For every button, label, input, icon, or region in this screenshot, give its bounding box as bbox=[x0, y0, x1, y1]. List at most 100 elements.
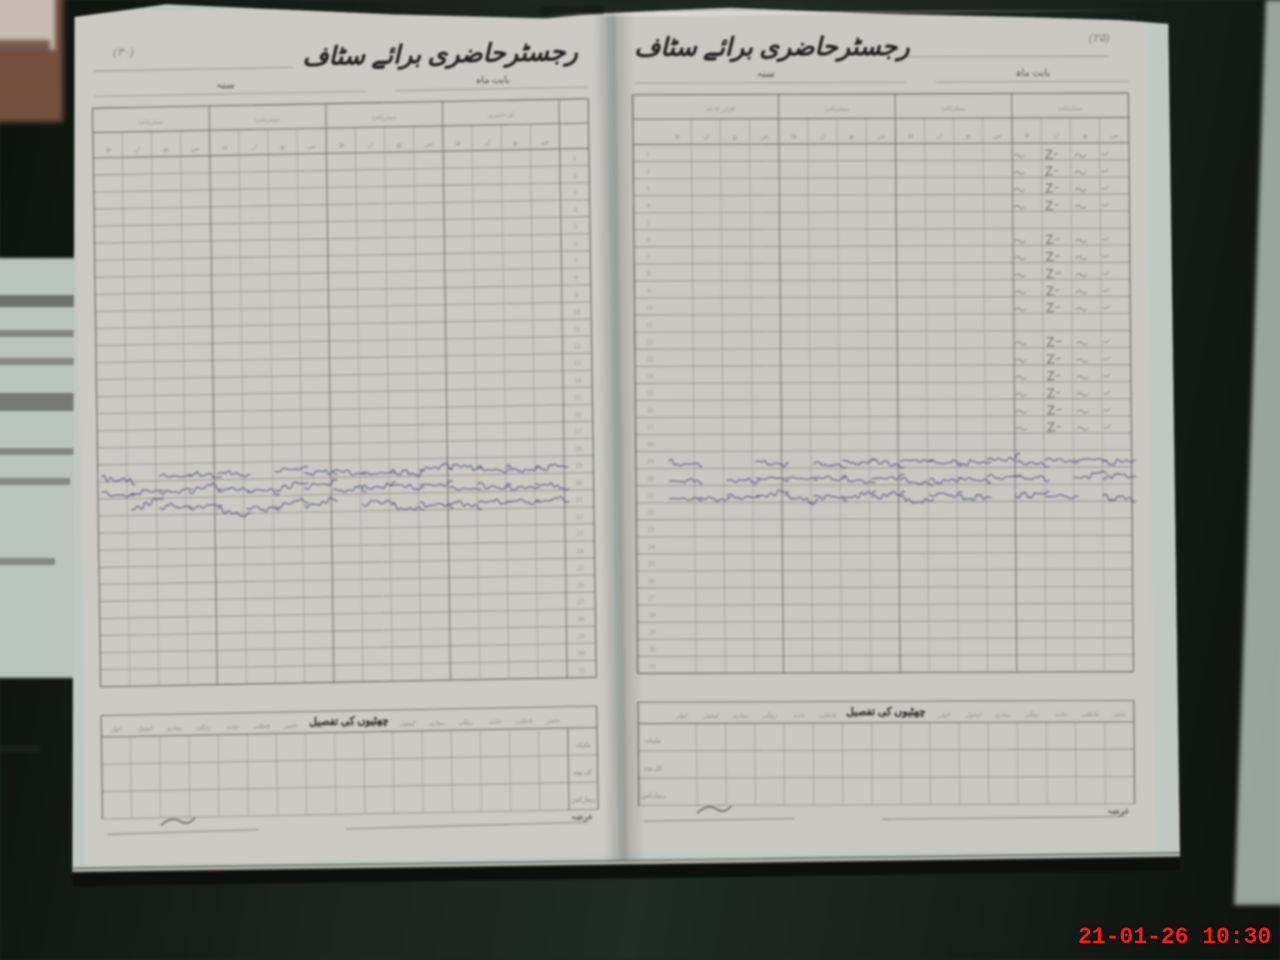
svg-text:بع: بع bbox=[163, 146, 168, 153]
svg-text:23: 23 bbox=[576, 531, 583, 538]
svg-text:بابت ماہ: بابت ماہ bbox=[1016, 68, 1050, 79]
svg-text:بع: بع bbox=[849, 133, 854, 140]
svg-text:سنہ: سنہ bbox=[216, 79, 235, 91]
svg-text:ماہانہ: ماہانہ bbox=[574, 742, 590, 749]
svg-text:مسٹر(نام): مسٹر(نام) bbox=[256, 116, 280, 123]
svg-text:بیماری: بیماری bbox=[166, 725, 182, 732]
svg-text:کیجول: کیجول bbox=[137, 725, 154, 732]
svg-text:28: 28 bbox=[577, 616, 584, 623]
svg-text:19: 19 bbox=[647, 458, 654, 465]
svg-text:اتوار: اتوار bbox=[675, 713, 688, 720]
svg-text:بع: بع bbox=[397, 141, 402, 148]
svg-text:غیر: غیر bbox=[315, 723, 325, 729]
svg-text:مسٹر(نام): مسٹر(نام) bbox=[825, 106, 849, 113]
svg-text:15: 15 bbox=[574, 394, 581, 401]
svg-text:کارکن کا نام: کارکن کا نام bbox=[706, 106, 736, 113]
svg-text:12: 12 bbox=[646, 339, 653, 346]
svg-text:بیماری: بیماری bbox=[995, 712, 1011, 719]
svg-text:بع: بع bbox=[280, 143, 285, 150]
svg-text:30: 30 bbox=[649, 646, 656, 653]
svg-text:1: 1 bbox=[646, 151, 649, 158]
svg-text:مسٹر(نام): مسٹر(نام) bbox=[941, 105, 965, 112]
svg-text:زچگی: زچگی bbox=[196, 723, 211, 731]
svg-text:فا: فا bbox=[674, 134, 680, 141]
svg-text:8: 8 bbox=[574, 275, 578, 282]
svg-text:کیجول: کیجول bbox=[966, 712, 983, 719]
svg-text:فا: فا bbox=[908, 133, 914, 140]
svg-text:8: 8 bbox=[647, 271, 651, 278]
svg-text:حادثہ: حادثہ bbox=[792, 712, 805, 719]
svg-text:فا: فا bbox=[1024, 132, 1030, 139]
svg-text:س: س bbox=[994, 132, 1002, 139]
svg-text:کل یوم: کل یوم bbox=[644, 765, 662, 772]
svg-text:بابت ماہ: بابت ماہ bbox=[476, 75, 510, 87]
svg-text:6: 6 bbox=[574, 241, 578, 248]
svg-text:بیماری: بیماری bbox=[732, 712, 748, 719]
svg-text:25: 25 bbox=[648, 561, 655, 568]
svg-text:22: 22 bbox=[576, 514, 583, 521]
svg-text:ماہانہ: ماہانہ bbox=[645, 738, 661, 745]
svg-text:27: 27 bbox=[648, 595, 655, 602]
svg-text:24: 24 bbox=[576, 548, 583, 555]
svg-text:س: س bbox=[1110, 132, 1118, 139]
svg-text:26: 26 bbox=[648, 578, 655, 585]
svg-text:ل: ل bbox=[135, 146, 141, 153]
svg-text:3: 3 bbox=[646, 185, 650, 192]
svg-text:کل یوم: کل یوم bbox=[574, 769, 592, 776]
svg-text:فا: فا bbox=[105, 147, 111, 154]
svg-text:اتوار: اتوار bbox=[109, 726, 122, 733]
svg-text:20: 20 bbox=[576, 480, 583, 487]
svg-text:7: 7 bbox=[647, 254, 651, 261]
svg-text:10: 10 bbox=[573, 309, 580, 316]
svg-text:ل: ل bbox=[1054, 132, 1060, 139]
svg-text:بع: بع bbox=[732, 133, 737, 140]
svg-text:29: 29 bbox=[649, 629, 656, 636]
svg-text:حادثہ: حادثہ bbox=[488, 718, 501, 725]
svg-text:فا: فا bbox=[791, 133, 797, 140]
svg-text:کل حاضری: کل حاضری bbox=[488, 112, 516, 120]
svg-text:حاضر: حاضر bbox=[283, 722, 298, 729]
svg-text:فا: فا bbox=[455, 140, 461, 147]
svg-text:16: 16 bbox=[647, 407, 654, 414]
svg-text:تاخیر: تاخیر bbox=[342, 721, 356, 728]
svg-text:31: 31 bbox=[578, 667, 585, 674]
svg-text:3: 3 bbox=[573, 190, 577, 197]
svg-text:17: 17 bbox=[647, 424, 654, 431]
svg-text:13: 13 bbox=[574, 360, 581, 367]
svg-text:ل: ل bbox=[368, 142, 374, 149]
svg-text:29: 29 bbox=[578, 633, 585, 640]
svg-text:17: 17 bbox=[575, 428, 582, 435]
svg-text:ل: ل bbox=[251, 144, 257, 151]
svg-text:عرضہ: عرضہ bbox=[571, 811, 594, 822]
svg-text:22: 22 bbox=[647, 510, 654, 517]
svg-text:9: 9 bbox=[647, 288, 651, 295]
svg-text:1: 1 bbox=[573, 156, 576, 163]
svg-text:بلاطلب: بلاطلب bbox=[515, 718, 533, 725]
svg-text:ل: ل bbox=[484, 139, 490, 146]
svg-text:24: 24 bbox=[648, 544, 655, 551]
svg-text:سنہ: سنہ bbox=[756, 68, 775, 80]
svg-text:11: 11 bbox=[574, 326, 581, 333]
svg-text:16: 16 bbox=[575, 412, 582, 419]
svg-text:حاضر: حاضر bbox=[545, 717, 560, 724]
svg-text:غیر: غیر bbox=[881, 713, 891, 719]
svg-text:ریمارکس: ریمارکس bbox=[641, 792, 666, 799]
svg-text:2: 2 bbox=[573, 173, 577, 180]
svg-text:فا: فا bbox=[338, 142, 344, 149]
svg-text:(۳۰): (۳۰) bbox=[113, 46, 134, 59]
svg-text:18: 18 bbox=[575, 446, 582, 453]
svg-text:ل: ل bbox=[704, 133, 710, 140]
svg-text:14: 14 bbox=[574, 377, 581, 384]
svg-text:حادثہ: حادثہ bbox=[1054, 711, 1067, 718]
svg-text:اتوار: اتوار bbox=[372, 721, 385, 728]
svg-text:21: 21 bbox=[647, 493, 654, 500]
svg-text:س: س bbox=[191, 145, 199, 152]
svg-text:تاخیر: تاخیر bbox=[908, 712, 922, 719]
svg-text:ل: ل bbox=[820, 133, 826, 140]
svg-text:9: 9 bbox=[575, 292, 579, 299]
svg-text:23: 23 bbox=[648, 527, 655, 534]
svg-text:حادثہ: حادثہ bbox=[226, 724, 239, 731]
svg-text:28: 28 bbox=[648, 612, 655, 619]
svg-text:12: 12 bbox=[574, 343, 581, 350]
svg-text:13: 13 bbox=[646, 356, 653, 363]
